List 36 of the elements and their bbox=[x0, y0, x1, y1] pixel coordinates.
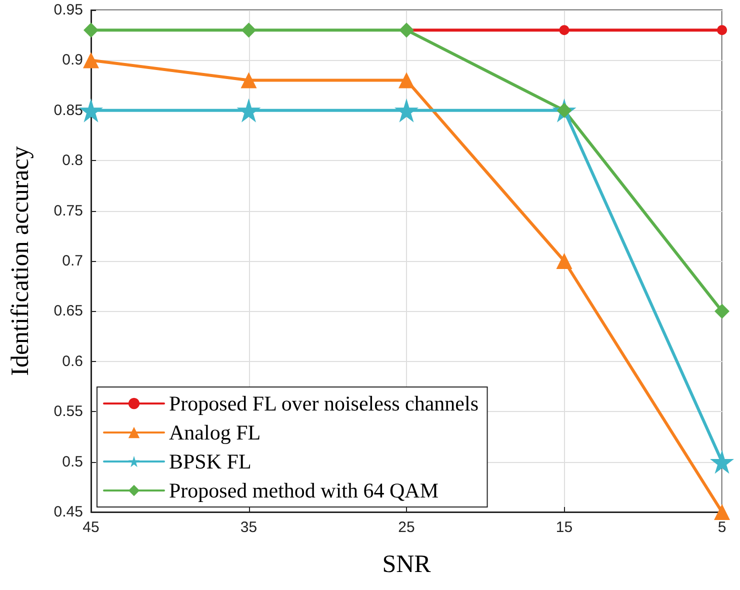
x-axis-title: SNR bbox=[382, 551, 432, 578]
legend-label: BPSK FL bbox=[169, 450, 252, 474]
point bbox=[394, 98, 418, 122]
point bbox=[559, 25, 570, 36]
y-tick-label: 0.7 bbox=[62, 252, 83, 270]
x-tick-label: 45 bbox=[82, 519, 100, 536]
y-axis-title: Identification accuracy bbox=[7, 146, 34, 376]
legend-label: Proposed method with 64 QAM bbox=[169, 478, 439, 502]
y-tick-label: 0.65 bbox=[54, 302, 83, 320]
point bbox=[236, 98, 261, 122]
point bbox=[83, 52, 99, 68]
point bbox=[241, 22, 256, 38]
y-tick-label: 0.5 bbox=[62, 453, 83, 470]
x-tick-label: 35 bbox=[240, 519, 258, 536]
point bbox=[399, 22, 414, 38]
y-tick-label: 0.45 bbox=[54, 504, 83, 520]
point bbox=[714, 504, 730, 520]
y-tick-label: 0.55 bbox=[54, 403, 83, 420]
point bbox=[556, 253, 572, 269]
point bbox=[84, 22, 98, 38]
x-tick-label: 5 bbox=[718, 519, 726, 536]
point bbox=[398, 72, 414, 88]
y-tick-label: 0.8 bbox=[62, 152, 83, 170]
y-tick-label: 0.6 bbox=[62, 352, 83, 370]
point bbox=[717, 25, 727, 36]
point bbox=[710, 450, 734, 474]
y-tick-label: 0.95 bbox=[54, 2, 83, 18]
y-tick-label: 0.9 bbox=[62, 52, 83, 69]
legend-label: Analog FL bbox=[169, 420, 261, 444]
y-tick-label: 0.75 bbox=[54, 202, 83, 220]
point bbox=[240, 72, 257, 88]
point bbox=[714, 304, 730, 319]
x-tick-label: 15 bbox=[556, 519, 573, 536]
y-tick-label: 0.85 bbox=[54, 102, 83, 119]
legend-label: Proposed FL over noiseless channels bbox=[169, 392, 479, 416]
x-tick-label: 25 bbox=[398, 519, 415, 536]
